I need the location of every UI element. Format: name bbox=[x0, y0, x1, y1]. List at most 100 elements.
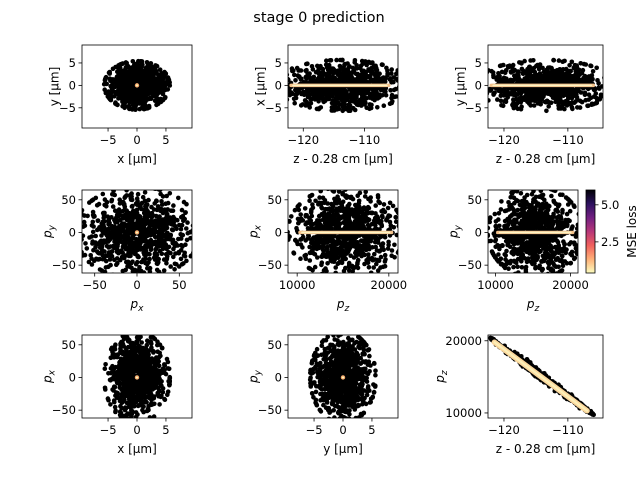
x-axis-label: x [μm] bbox=[117, 152, 157, 166]
data-point bbox=[293, 95, 299, 101]
data-point bbox=[328, 250, 333, 256]
data-point bbox=[318, 78, 324, 83]
data-point bbox=[518, 106, 524, 112]
data-point bbox=[76, 214, 81, 219]
data-point bbox=[320, 195, 326, 201]
data-point bbox=[319, 206, 325, 211]
data-point bbox=[106, 89, 111, 94]
data-point bbox=[196, 229, 201, 234]
data-point bbox=[146, 197, 151, 203]
data-point bbox=[303, 238, 309, 243]
data-point bbox=[155, 98, 160, 104]
data-point bbox=[366, 59, 372, 65]
data-point bbox=[120, 244, 126, 250]
data-point bbox=[495, 97, 500, 102]
data-point bbox=[382, 209, 388, 215]
data-point bbox=[368, 234, 373, 240]
data-point bbox=[309, 76, 314, 82]
data-point bbox=[355, 265, 361, 271]
data-point bbox=[553, 99, 559, 104]
data-point bbox=[90, 197, 96, 202]
data-point bbox=[387, 227, 393, 232]
data-point bbox=[184, 226, 189, 231]
y-tick-label: −5 bbox=[59, 101, 76, 115]
data-point bbox=[161, 268, 167, 273]
data-point bbox=[98, 242, 103, 248]
data-point bbox=[319, 271, 324, 273]
data-point bbox=[84, 246, 90, 251]
data-point bbox=[381, 264, 386, 270]
data-point bbox=[194, 234, 199, 239]
data-point bbox=[307, 194, 313, 199]
data-point bbox=[366, 239, 371, 244]
data-point bbox=[131, 185, 136, 190]
data-point bbox=[545, 271, 550, 273]
highlight-point bbox=[136, 84, 138, 87]
data-point bbox=[159, 251, 165, 256]
data-point bbox=[163, 233, 168, 239]
data-point bbox=[546, 104, 551, 109]
data-point bbox=[544, 68, 550, 73]
data-point bbox=[121, 234, 127, 239]
data-point bbox=[306, 88, 312, 93]
data-point bbox=[177, 222, 182, 228]
data-point bbox=[367, 102, 373, 107]
data-point bbox=[94, 203, 100, 208]
data-point bbox=[531, 103, 537, 108]
data-point bbox=[385, 205, 391, 211]
data-point bbox=[355, 261, 360, 267]
data-point bbox=[89, 234, 95, 239]
data-point bbox=[527, 276, 532, 281]
data-point bbox=[387, 219, 393, 225]
data-point bbox=[160, 194, 166, 199]
data-point bbox=[295, 216, 301, 222]
data-point bbox=[346, 203, 351, 209]
data-point bbox=[334, 57, 339, 63]
data-point bbox=[138, 72, 144, 77]
data-point bbox=[299, 237, 304, 242]
data-point bbox=[123, 104, 128, 109]
data-point bbox=[564, 103, 570, 108]
data-point bbox=[142, 252, 147, 258]
data-point bbox=[309, 222, 314, 228]
data-point bbox=[82, 219, 87, 225]
data-point bbox=[586, 92, 592, 97]
data-point bbox=[598, 92, 603, 98]
data-point bbox=[323, 266, 328, 271]
data-point bbox=[294, 65, 300, 71]
data-point bbox=[568, 74, 574, 80]
data-point bbox=[118, 89, 124, 95]
data-point bbox=[529, 191, 535, 197]
data-point bbox=[354, 215, 360, 220]
data-point bbox=[395, 70, 398, 76]
data-point bbox=[391, 79, 396, 85]
data-point bbox=[119, 248, 124, 253]
data-point bbox=[351, 266, 357, 271]
x-axis-label: pz bbox=[336, 297, 350, 314]
data-point bbox=[501, 93, 507, 98]
data-point bbox=[488, 91, 490, 96]
data-point bbox=[583, 62, 589, 67]
data-point bbox=[399, 217, 404, 222]
data-point bbox=[170, 216, 175, 221]
data-point bbox=[488, 98, 491, 103]
data-point bbox=[330, 88, 336, 94]
data-point bbox=[90, 229, 96, 235]
data-point bbox=[172, 223, 178, 229]
data-point bbox=[613, 87, 618, 92]
data-point bbox=[154, 267, 160, 273]
data-point bbox=[405, 75, 410, 80]
data-point bbox=[393, 214, 398, 220]
data-point bbox=[288, 232, 290, 238]
data-point bbox=[140, 91, 146, 96]
data-point bbox=[341, 268, 347, 273]
data-point bbox=[506, 266, 511, 272]
data-point bbox=[105, 214, 111, 219]
data-point bbox=[335, 96, 341, 101]
data-point bbox=[122, 275, 127, 280]
data-point bbox=[143, 204, 148, 209]
data-point bbox=[348, 239, 354, 245]
data-point bbox=[362, 102, 367, 107]
data-point bbox=[349, 90, 354, 96]
data-point bbox=[178, 248, 184, 253]
